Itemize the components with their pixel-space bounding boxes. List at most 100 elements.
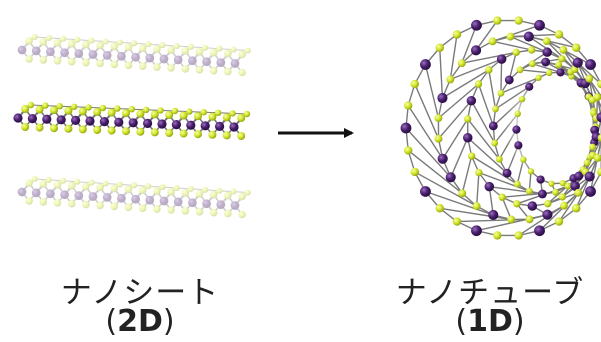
- chalcogen-atom: [157, 107, 164, 114]
- chalcogen-atom: [167, 64, 175, 72]
- nanotube-dimension-close: ): [512, 304, 525, 339]
- chalcogen-atom: [572, 43, 581, 52]
- metal-atom: [188, 198, 197, 208]
- chalcogen-atom: [159, 184, 166, 191]
- metal-atom: [463, 133, 473, 143]
- chalcogen-atom: [224, 49, 232, 58]
- chalcogen-atom: [131, 40, 138, 47]
- chalcogen-atom: [60, 177, 67, 184]
- chalcogen-atom: [410, 167, 419, 177]
- chalcogen-atom: [31, 33, 38, 41]
- chalcogen-atom: [110, 184, 119, 193]
- chalcogen-atom: [93, 126, 102, 134]
- bond: [439, 47, 444, 99]
- chalcogen-atom: [525, 187, 533, 195]
- bond: [466, 118, 501, 160]
- chalcogen-atom: [574, 188, 583, 197]
- chalcogen-atom: [107, 108, 116, 117]
- chalcogen-atom: [446, 75, 455, 84]
- chalcogen-atom: [39, 198, 48, 206]
- nanotube-illustration: [400, 16, 601, 240]
- chalcogen-atom: [589, 143, 596, 151]
- metal-atom: [542, 209, 553, 220]
- metal-atom: [131, 52, 140, 62]
- chalcogen-atom: [35, 123, 44, 132]
- metal-atom: [88, 192, 98, 201]
- chalcogen-atom: [222, 113, 231, 122]
- chalcogen-atom: [559, 179, 566, 187]
- chalcogen-atom: [403, 101, 413, 110]
- chalcogen-atom: [564, 182, 572, 190]
- metal-atom: [590, 125, 600, 135]
- chalcogen-atom: [452, 217, 462, 226]
- bond: [508, 51, 517, 81]
- metal-atom: [159, 196, 169, 206]
- metal-atom: [31, 188, 41, 198]
- nanosheet-layer-middle: [13, 101, 251, 140]
- chalcogen-atom: [88, 37, 95, 44]
- metal-atom: [17, 45, 27, 55]
- metal-atom: [60, 190, 69, 200]
- chalcogen-atom: [25, 179, 33, 187]
- metal-atom: [56, 115, 66, 125]
- metal-atom: [514, 141, 523, 150]
- bond: [467, 137, 508, 174]
- bond: [575, 157, 599, 209]
- chalcogen-atom: [597, 133, 601, 142]
- metal-atom: [99, 117, 109, 127]
- bond: [509, 33, 560, 38]
- nanotube-dimension-value: 1D: [467, 304, 513, 339]
- chalcogen-atom: [124, 43, 133, 52]
- chalcogen-atom: [102, 38, 109, 45]
- chalcogen-atom: [187, 185, 195, 192]
- chalcogen-atom: [78, 125, 87, 134]
- chalcogen-atom: [138, 44, 147, 52]
- chalcogen-atom: [53, 181, 62, 189]
- bond: [461, 24, 478, 64]
- chalcogen-atom: [96, 183, 104, 192]
- metal-atom: [574, 171, 584, 181]
- metal-atom: [102, 51, 112, 60]
- chalcogen-atom: [96, 41, 104, 50]
- chalcogen-atom: [150, 128, 159, 137]
- bond: [437, 83, 480, 119]
- metal-atom: [27, 114, 37, 124]
- chalcogen-atom: [597, 167, 601, 177]
- chalcogen-atom: [202, 44, 209, 51]
- chalcogen-atom: [194, 130, 202, 139]
- metal-atom: [200, 121, 210, 131]
- chalcogen-atom: [145, 183, 152, 190]
- chalcogen-atom: [93, 108, 102, 116]
- nanosheet-title: ナノシート: [60, 275, 220, 311]
- chalcogen-atom: [122, 109, 130, 118]
- chalcogen-atom: [513, 200, 521, 208]
- metal-atom: [570, 181, 580, 191]
- chalcogen-atom: [116, 181, 124, 188]
- metal-atom: [542, 47, 552, 57]
- chalcogen-atom: [21, 123, 30, 131]
- bond: [470, 99, 496, 144]
- chalcogen-atom: [116, 39, 124, 46]
- chalcogen-atom: [124, 203, 133, 212]
- chalcogen-atom: [195, 208, 204, 216]
- chalcogen-atom: [138, 62, 147, 70]
- nanosheet-dimension-close: ): [162, 304, 175, 339]
- metal-atom: [215, 121, 225, 131]
- chalcogen-atom: [96, 201, 104, 210]
- bond: [488, 69, 497, 110]
- metal-atom: [171, 120, 181, 130]
- chalcogen-atom: [194, 112, 202, 121]
- chalcogen-atom: [45, 176, 53, 183]
- chalcogen-atom: [458, 189, 467, 198]
- chalcogen-atom: [181, 207, 190, 215]
- chalcogen-atom: [525, 215, 534, 224]
- chalcogen-atom: [167, 206, 175, 214]
- metal-atom: [202, 199, 211, 209]
- chalcogen-atom: [31, 175, 38, 183]
- bond: [405, 127, 452, 178]
- metal-atom: [504, 75, 514, 85]
- metal-atom: [145, 195, 155, 205]
- bond: [449, 33, 458, 81]
- bond: [477, 83, 495, 127]
- bond: [546, 40, 576, 71]
